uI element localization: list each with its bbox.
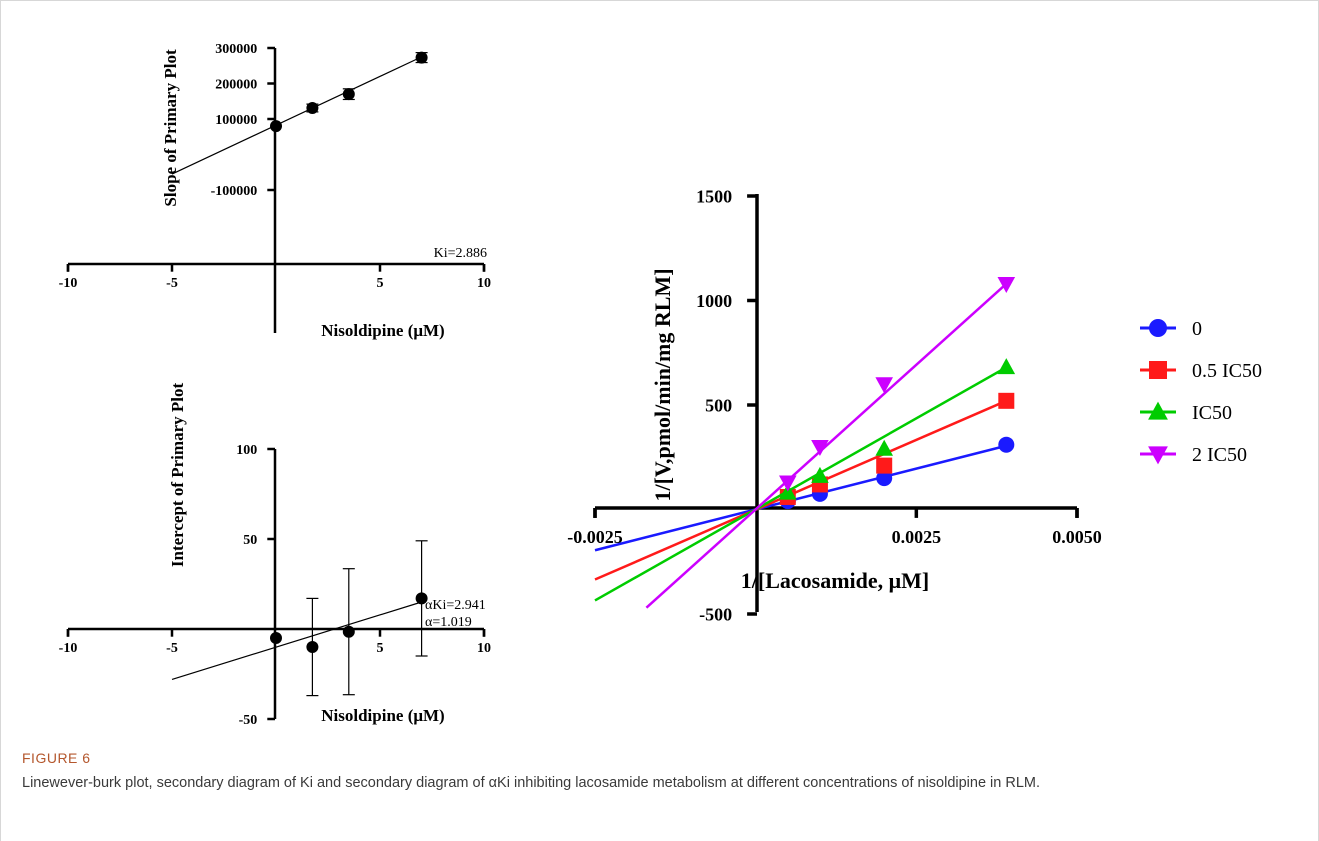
figure-caption: Linewever-burk plot, secondary diagram o…: [22, 775, 1041, 791]
slope-plot-marks: -10 -5 5 10 -100000 100000 200000 300000: [59, 42, 491, 333]
data-point: [342, 625, 355, 638]
x-tick-label: 0.0050: [1052, 527, 1102, 547]
legend-marker: [1148, 401, 1168, 420]
data-point: [306, 101, 319, 114]
slope-plot-y-title: Slope of Primary Plot: [161, 49, 180, 207]
lineweaver-burk-marks: -0.0025 0.0025 0.0050 -500 500 1000 1500: [567, 186, 1102, 624]
fit-line: [171, 601, 422, 680]
data-point: [342, 88, 355, 101]
legend: 0 0.5 IC50 IC50 2 IC50: [1140, 318, 1262, 466]
intercept-plot-x-title: Nisoldipine (μM): [321, 706, 444, 725]
legend-label: 2 IC50: [1192, 444, 1247, 466]
y-tick-label: 200000: [215, 77, 257, 92]
data-point: [415, 592, 428, 605]
lb-plot-x-title: 1/[Lacosamide, μM]: [741, 568, 929, 593]
x-tick-label: -10: [59, 641, 78, 656]
slope-plot-x-title: Nisoldipine (μM): [321, 321, 444, 340]
y-tick-label: 100: [236, 443, 257, 458]
lb-plot-y-title: 1/[V,pmol/min/mg RLM]: [650, 268, 675, 501]
x-tick-label: -0.0025: [567, 527, 623, 547]
legend-marker: [1149, 361, 1167, 379]
series-point: [811, 466, 829, 483]
series-point: [811, 440, 829, 456]
fit-line: [171, 56, 422, 175]
frame-left-border: [0, 0, 1, 841]
slope-secondary-plot: -10 -5 5 10 -100000 100000 200000 300000 Slope …: [59, 42, 491, 340]
legend-marker: [1148, 446, 1168, 465]
series-point: [779, 483, 797, 500]
x-tick-label: -5: [166, 276, 178, 291]
legend-label: 0.5 IC50: [1192, 360, 1262, 382]
y-tick-label: -500: [699, 604, 732, 624]
x-tick-label: 5: [377, 276, 384, 291]
figure-label: FIGURE 6: [22, 750, 91, 766]
legend-marker: [1149, 319, 1167, 337]
intercept-secondary-plot: -10 -5 5 10 -50 50 100 Intercept of Primary Pl…: [59, 383, 491, 728]
x-tick-label: 10: [477, 641, 491, 656]
data-point: [270, 120, 282, 133]
y-tick-label: 300000: [215, 42, 257, 57]
x-tick-label: 10: [477, 276, 491, 291]
x-tick-label: -10: [59, 276, 78, 291]
intercept-plot-y-title: Intercept of Primary Plot: [168, 383, 187, 568]
y-tick-label: 1000: [696, 291, 732, 311]
legend-label: 0: [1192, 318, 1202, 340]
series-point: [998, 392, 1015, 409]
alpha-ki-annotation: αKi=2.941: [425, 598, 486, 613]
x-tick-label: -5: [166, 641, 178, 656]
data-point: [415, 51, 428, 64]
legend-label: IC50: [1192, 402, 1232, 424]
series-point: [876, 457, 893, 474]
ki-annotation: Ki=2.886: [434, 246, 487, 261]
series-fit-line: [645, 282, 1008, 609]
series-fit-line: [594, 444, 1007, 552]
series-point: [875, 439, 893, 456]
x-tick-label: 5: [377, 641, 384, 656]
series-point: [997, 276, 1016, 293]
y-tick-label: 1500: [696, 186, 732, 206]
y-tick-label: 100000: [215, 113, 257, 128]
series-point: [997, 358, 1016, 375]
y-tick-label: -100000: [211, 184, 258, 199]
data-point: [306, 641, 319, 653]
x-tick-label: 0.0025: [892, 527, 942, 547]
y-tick-label: 500: [705, 395, 732, 415]
y-tick-label: -50: [239, 713, 258, 728]
y-tick-label: 50: [243, 533, 257, 548]
alpha-annotation: α=1.019: [425, 615, 472, 630]
series-point: [998, 436, 1015, 453]
series-fit-line: [594, 399, 1007, 581]
intercept-plot-marks: -10 -5 5 10 -50 50 100: [59, 443, 491, 728]
series-fit-line: [594, 366, 1007, 602]
data-point: [270, 632, 282, 644]
series-point: [875, 377, 893, 394]
series-point: [779, 475, 797, 492]
figure-canvas: -10 -5 5 10 -100000 100000 200000 300000 Slope …: [59, 42, 1262, 728]
series-point: [876, 470, 893, 487]
frame-top-border: [0, 0, 1319, 1]
lineweaver-burk-plot: -0.0025 0.0025 0.0050 -500 500 1000 1500 1/[V,…: [567, 186, 1102, 624]
